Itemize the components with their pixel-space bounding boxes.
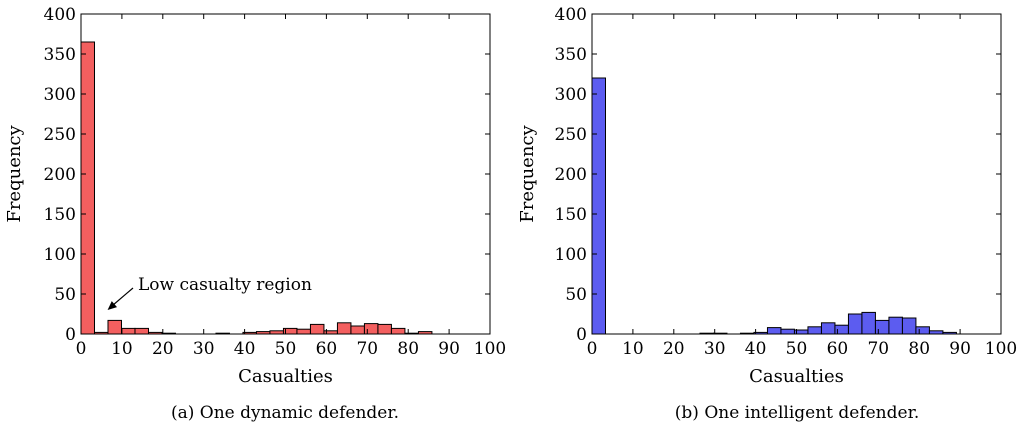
histogram-bar	[766, 327, 782, 335]
x-tick-label: 90	[949, 339, 971, 359]
x-tick-label: 80	[908, 339, 930, 359]
y-tick-label: 250	[555, 125, 587, 145]
x-tick-label: 10	[111, 339, 133, 359]
plot-frame	[591, 13, 1002, 335]
chart-b: 0 10 20 30 40 50 60 70 80 90 100 0 50 100 150 200 250 300…	[517, 5, 1017, 423]
histogram-bar	[874, 319, 890, 335]
x-tick-label: 10	[622, 339, 644, 359]
histogram-bar	[80, 41, 95, 335]
x-tick-label: 50	[786, 339, 808, 359]
y-tick-label: 400	[555, 5, 587, 25]
y-tick-label: 50	[565, 285, 587, 305]
x-tick-label: 70	[867, 339, 889, 359]
x-tick-label: 50	[275, 339, 297, 359]
histogram-bar	[309, 323, 325, 335]
x-tick-label: 40	[234, 339, 256, 359]
x-tick-label: 90	[438, 339, 460, 359]
y-tick-label: 200	[44, 165, 76, 185]
y-tick-label: 0	[65, 325, 76, 345]
histogram-bar	[107, 319, 122, 335]
histogram-bar	[120, 327, 136, 335]
x-tick-label: 20	[663, 339, 685, 359]
y-tick-label: 350	[555, 45, 587, 65]
histogram-bar	[350, 325, 365, 335]
y-tick-label: 50	[54, 285, 76, 305]
x-tick-label: 70	[356, 339, 378, 359]
x-tick-label: 60	[316, 339, 338, 359]
y-tick-label: 0	[576, 325, 587, 345]
figure-caption: (b) One intelligent defender.	[675, 403, 919, 423]
histogram-bar	[377, 323, 392, 335]
y-tick-label: 100	[555, 245, 587, 265]
histogram-bar	[847, 313, 863, 335]
x-tick-label: 40	[745, 339, 767, 359]
x-tick-label: 0	[587, 339, 598, 359]
figure-caption: (a) One dynamic defender.	[171, 403, 399, 423]
histogram-bar	[390, 327, 406, 335]
x-tick-label: 100	[985, 339, 1017, 359]
x-tick-label: 30	[704, 339, 726, 359]
y-tick-label: 100	[44, 245, 76, 265]
y-tick-label: 150	[44, 205, 76, 225]
x-tick-label: 20	[152, 339, 174, 359]
annotation-arrowhead	[107, 301, 118, 310]
y-tick-label: 300	[44, 85, 76, 105]
x-tick-label: 80	[397, 339, 419, 359]
x-tick-label: 100	[474, 339, 506, 359]
y-tick-label: 400	[44, 5, 76, 25]
x-tick-label: 30	[193, 339, 215, 359]
y-tick-label: 350	[44, 45, 76, 65]
histogram-bar	[888, 316, 903, 335]
histogram-bar	[807, 326, 822, 335]
histogram-bar	[901, 317, 917, 335]
x-tick-label: 60	[827, 339, 849, 359]
histogram-bar	[780, 328, 795, 335]
x-axis-label: Casualties	[238, 366, 333, 387]
x-tick-label: 0	[76, 339, 87, 359]
histogram-bar	[296, 328, 311, 335]
y-tick-label: 300	[555, 85, 587, 105]
histogram-bar	[363, 323, 379, 335]
y-tick-label: 250	[44, 125, 76, 145]
histogram-bar	[134, 327, 149, 335]
histogram-bar	[915, 326, 930, 335]
y-axis-label: Frequency	[4, 124, 25, 222]
annotation-text: Low casualty region	[138, 275, 312, 295]
histogram-bar	[820, 322, 836, 335]
chart-a: 0 10 20 30 40 50 60 70 80 90 100 0 50 100 150 200 250 300…	[4, 5, 506, 423]
histogram-bar	[861, 311, 876, 335]
y-axis-label: Frequency	[517, 124, 538, 222]
histogram-bar	[336, 322, 352, 335]
histogram-bar	[591, 77, 606, 335]
y-tick-label: 200	[555, 165, 587, 185]
x-axis-label: Casualties	[749, 366, 844, 387]
y-tick-label: 150	[555, 205, 587, 225]
